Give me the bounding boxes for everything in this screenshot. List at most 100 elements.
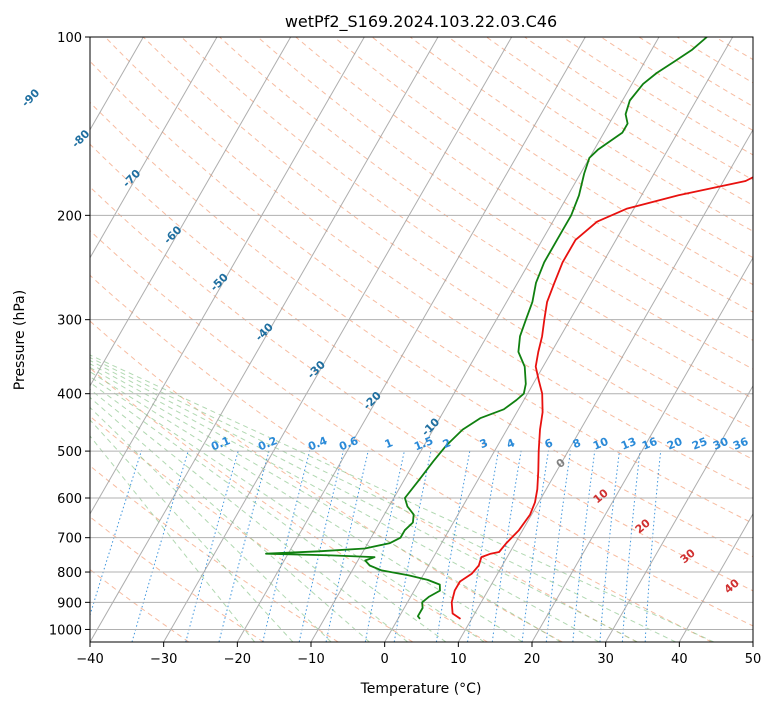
moist-adiabat	[90, 366, 562, 642]
isotherm	[0, 37, 70, 642]
y-tick-label: 200	[57, 209, 82, 224]
isotherm-label: -90	[19, 86, 42, 109]
mixing-ratio-line	[491, 450, 522, 642]
temperature-profile	[450, 176, 753, 620]
moist-adiabat	[90, 363, 600, 642]
y-tick-label: 400	[57, 388, 82, 403]
moist-adiabat	[90, 396, 370, 642]
isotherm	[457, 128, 753, 642]
isotherm	[310, 37, 660, 642]
mixing-ratio-line	[644, 450, 662, 642]
isotherm-label: -100	[0, 33, 1, 62]
y-axis-label: Pressure (hPa)	[12, 290, 28, 390]
mixing-ratio-line	[599, 450, 620, 642]
pressure-gridlines	[90, 37, 753, 630]
mixing-ratio-line	[218, 450, 270, 642]
y-tick-label: 100	[57, 31, 82, 46]
isotherm	[752, 640, 753, 642]
isotherm	[384, 37, 734, 642]
isotherm	[163, 37, 513, 642]
mixing-ratio-line	[325, 450, 369, 642]
mixing-ratio-line	[521, 450, 549, 642]
x-tick-label: 10	[450, 652, 467, 667]
isotherm	[678, 512, 753, 642]
y-tick-label: 300	[57, 314, 82, 329]
moist-adiabat	[90, 435, 255, 642]
dry-adiabat	[219, 37, 753, 400]
x-tick-label: −10	[297, 652, 324, 667]
dry-adiabat	[90, 60, 753, 524]
dewpoint-profile	[265, 37, 708, 620]
mixing-ratio-label: 30	[711, 435, 730, 453]
mixing-ratio-line	[364, 450, 405, 642]
mixing-ratio-line	[298, 450, 344, 642]
dry-adiabat	[90, 230, 712, 642]
mixing-ratio-label: 10	[591, 435, 610, 453]
isotherm	[605, 384, 753, 642]
dry-adiabat	[90, 143, 753, 592]
dry-adiabat	[486, 37, 753, 206]
mixing-ratio-line	[262, 450, 311, 642]
mixing-ratio-label: 13	[619, 435, 638, 453]
mixing-ratio-label: 1	[383, 436, 395, 451]
isotherm	[90, 37, 439, 642]
dry-adiabat	[90, 101, 753, 558]
x-tick-label: 20	[524, 652, 541, 667]
profiles	[265, 37, 753, 620]
mixing-ratio-label: 3	[478, 436, 490, 451]
dry-adiabat	[90, 465, 339, 642]
isotherm-label: -80	[69, 127, 92, 150]
x-tick-label: 50	[745, 652, 762, 667]
plot-background	[90, 37, 753, 642]
plot-frame	[89, 36, 754, 643]
x-tick-label: −30	[150, 652, 177, 667]
dry-adiabat	[333, 37, 753, 313]
dry-adiabat	[181, 37, 753, 430]
moist-adiabat	[90, 360, 638, 642]
mixing-ratio-line	[572, 450, 596, 642]
background-lines	[0, 37, 753, 642]
moist-adiabat	[90, 381, 447, 642]
mixing-ratio-line	[435, 450, 471, 642]
moist-adiabat	[90, 376, 485, 642]
moist-adiabat	[90, 406, 332, 642]
y-tick-label: 800	[57, 566, 82, 581]
y-axis: 100 200 300 400 500 600 700 800 900 1000	[49, 31, 90, 638]
mixing-ratio-line	[621, 450, 641, 642]
mixing-ratio-line	[393, 450, 432, 642]
y-tick-label: 500	[57, 445, 82, 460]
x-tick-label: 40	[671, 652, 688, 667]
x-axis-label: Temperature (°C)	[360, 681, 482, 697]
dry-adiabat	[90, 186, 753, 627]
x-tick-label: −20	[224, 652, 251, 667]
chart-title: wetPf2_S169.2024.103.22.03.C46	[285, 12, 557, 32]
dry-adiabat	[257, 37, 753, 370]
isotherm	[90, 37, 365, 515]
dry-adiabat	[90, 516, 264, 642]
moist-adiabat	[90, 419, 294, 642]
x-tick-label: 30	[597, 652, 614, 667]
y-tick-label: 600	[57, 492, 82, 507]
y-tick-label: 900	[57, 596, 82, 611]
dry-adiabat	[295, 37, 753, 341]
mixing-ratio-label: 25	[690, 435, 709, 453]
mixing-ratio-label: 2	[441, 436, 453, 451]
mixing-ratio-line	[185, 450, 239, 642]
x-tick-label: 0	[381, 652, 389, 667]
isotherm	[90, 37, 292, 387]
y-tick-label: 1000	[49, 623, 82, 638]
isotherm	[531, 256, 753, 642]
mixing-ratio-label: 36	[731, 435, 750, 453]
x-axis: −40 −30 −20 −10 0 10 20 30 40 50	[76, 642, 761, 667]
x-tick-label: −40	[76, 652, 103, 667]
dry-adiabat	[448, 37, 753, 232]
mixing-ratio-line	[90, 450, 143, 617]
dry-adiabat	[90, 274, 638, 642]
mixing-ratio-line	[467, 450, 499, 642]
mixing-ratio-label: 20	[665, 435, 684, 453]
mixing-ratio-label: 8	[571, 436, 583, 451]
isotherm	[236, 37, 586, 642]
isotherm	[90, 37, 218, 259]
y-tick-label: 700	[57, 532, 82, 547]
